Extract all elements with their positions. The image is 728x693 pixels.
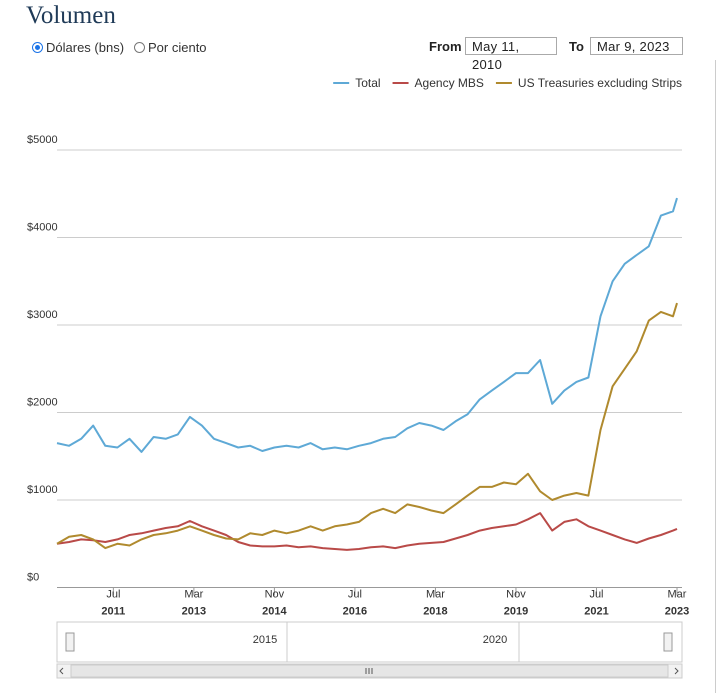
x-tick-label: Nov [265,589,285,601]
x-tick-label: Jul [589,589,603,601]
x-tick-year: 2014 [262,606,287,618]
frame [715,60,716,693]
y-tick-label: $1000 [27,484,58,496]
x-tick-year: 2021 [584,606,608,618]
y-tick-label: $0 [27,572,39,584]
x-tick-label: Mar [184,589,203,601]
legend-label: Agency MBS [415,76,484,90]
to-input[interactable]: Mar 9, 2023 [590,37,683,55]
radio-option[interactable]: Dólares (bns) [32,40,124,55]
radio-option[interactable]: Por ciento [134,40,207,55]
from-input[interactable]: May 11, 2010 [465,37,557,72]
from-label: From [429,39,462,54]
x-tick-label: Mar [426,589,445,601]
navigator [56,621,683,663]
radio[interactable] [134,42,145,53]
navigator-label: 2015 [253,634,277,646]
to-label: To [569,39,584,54]
radio-label: Por ciento [148,40,207,55]
x-tick-year: 2016 [343,606,367,618]
radio[interactable] [32,42,43,53]
x-tick-year: 2019 [504,606,528,618]
x-tick-label: Mar [668,589,687,601]
x-tick-year: 2018 [423,606,447,618]
series-line [56,512,678,551]
x-tick-year: 2011 [101,606,125,618]
x-tick-label: Jul [348,589,362,601]
radio-label: Dólares (bns) [46,40,125,55]
x-tick-year: 2013 [182,606,206,618]
scrollbar-grip [365,668,373,674]
y-tick-label: $3000 [27,309,58,321]
scrollbar-arrows[interactable] [59,667,679,675]
navigator-label: 2020 [483,634,507,646]
x-tick-label: Jul [106,589,120,601]
y-tick-label: $4000 [27,222,58,234]
title: Volumen [26,2,116,29]
x-tick-label: Nov [506,589,526,601]
series-line [56,197,678,453]
legend-label: Total [355,76,380,90]
navigator-handle[interactable] [663,632,673,652]
navigator-handle[interactable] [65,632,75,652]
y-tick-label: $2000 [27,397,58,409]
series-line [56,302,678,550]
y-tick-label: $5000 [27,134,58,146]
x-tick-year: 2023 [665,606,689,618]
legend-label: US Treasuries excluding Strips [518,76,682,90]
